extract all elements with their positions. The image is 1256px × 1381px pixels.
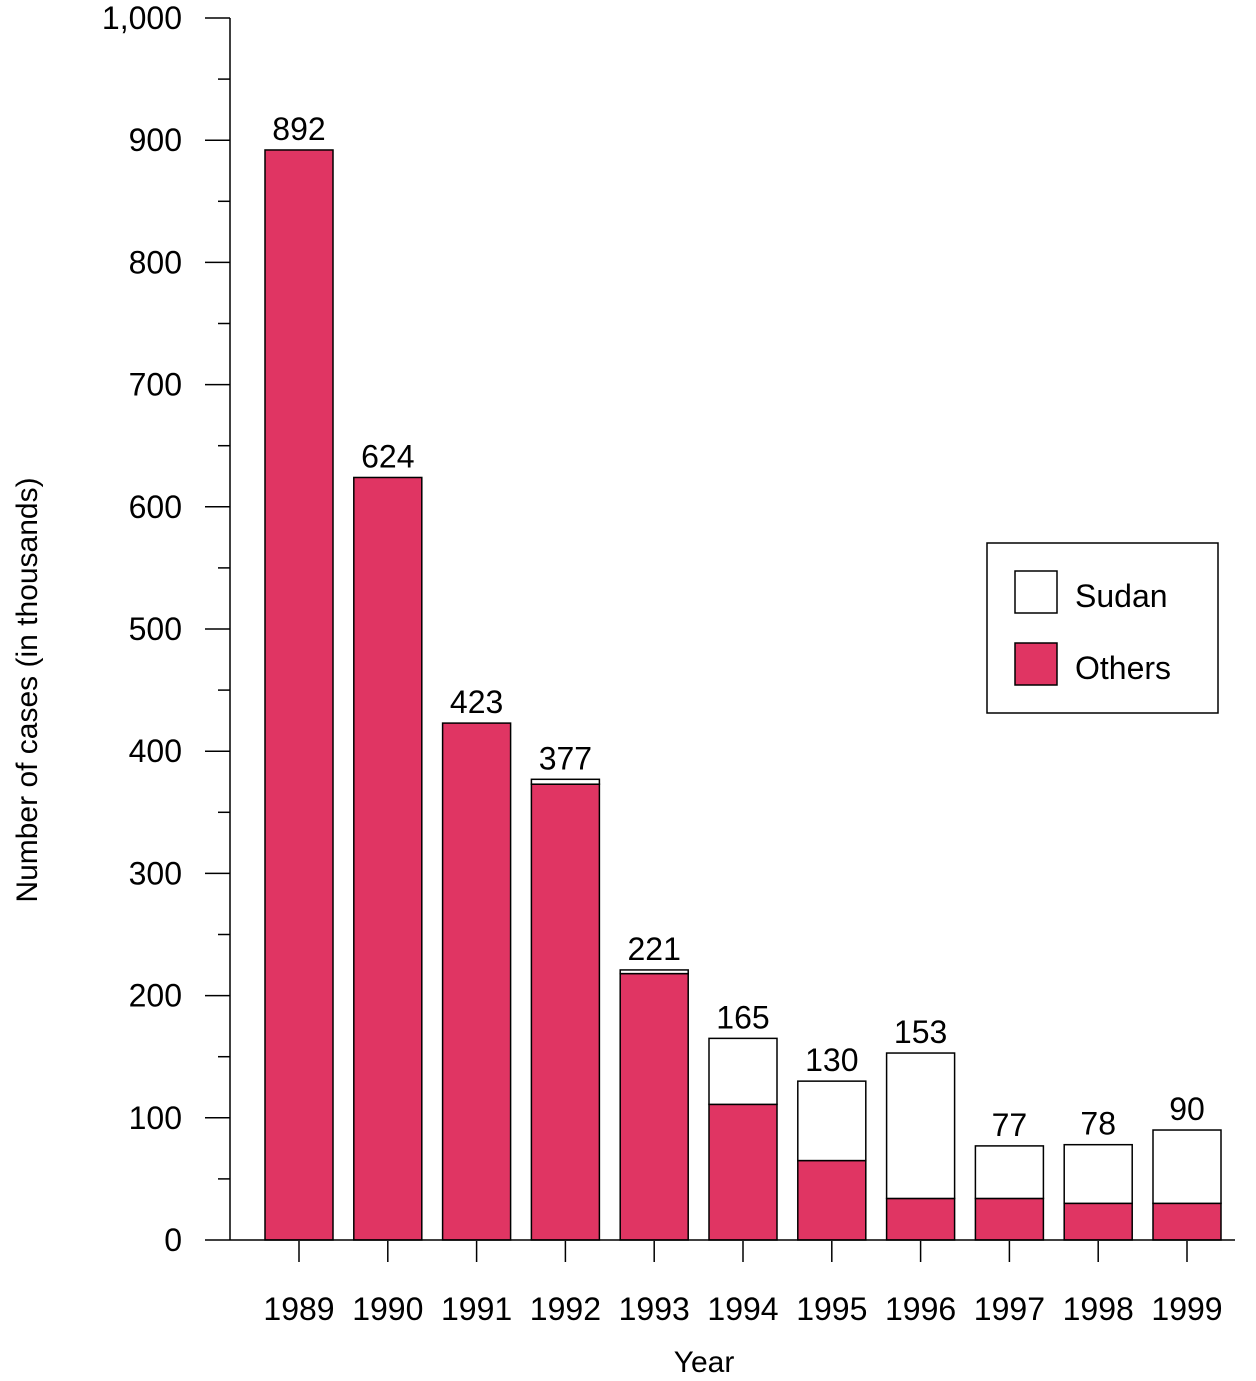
x-tick-label-1993: 1993: [619, 1291, 690, 1327]
axes: [205, 17, 1235, 1262]
labels-layer: 892 1989 624 1990 423 1991 377 1992 221 1993 165 19…: [102, 0, 1223, 1327]
x-tick-label-1989: 1989: [263, 1291, 334, 1327]
legend-label-sudan: Sudan: [1075, 578, 1168, 614]
x-tick-label-1994: 1994: [707, 1291, 778, 1327]
bar-total-label-1993: 221: [628, 931, 681, 967]
bar-sudan-1996: [885, 1052, 956, 1200]
x-tick-label-1999: 1999: [1151, 1291, 1222, 1327]
y-tick-label-500: 500: [129, 611, 182, 647]
legend-box: [986, 542, 1219, 714]
bars-layer: [264, 149, 1222, 1241]
bar-sudan-1993: [619, 969, 689, 975]
bar-others-1993: [619, 972, 689, 1241]
x-tick-label-1996: 1996: [885, 1291, 956, 1327]
bar-total-label-1992: 377: [539, 740, 592, 776]
x-tick-label-1990: 1990: [352, 1291, 423, 1327]
bar-others-1995: [797, 1159, 867, 1241]
x-axis-title: Year: [674, 1346, 735, 1379]
bar-sudan-1998: [1063, 1143, 1133, 1205]
y-tick-label-200: 200: [129, 978, 182, 1014]
y-tick-label-600: 600: [129, 489, 182, 525]
legend-label-others: Others: [1075, 650, 1171, 686]
bar-others-1996: [885, 1197, 956, 1241]
bar-sudan-1999: [1152, 1129, 1222, 1205]
bar-total-label-1989: 892: [272, 111, 325, 147]
bar-others-1990: [353, 476, 423, 1241]
y-tick-label-900: 900: [129, 122, 182, 158]
bar-others-1989: [264, 149, 334, 1241]
y-tick-label-800: 800: [129, 244, 182, 280]
bar-others-1999: [1152, 1202, 1222, 1241]
y-tick-label-1000: 1,000: [102, 0, 182, 36]
y-tick-label-700: 700: [129, 367, 182, 403]
bar-total-label-1999: 90: [1169, 1091, 1205, 1127]
bar-total-label-1996: 153: [894, 1014, 947, 1050]
y-tick-label-300: 300: [129, 855, 182, 891]
x-tick-label-1995: 1995: [796, 1291, 867, 1327]
bar-total-label-1995: 130: [805, 1042, 858, 1078]
bar-total-label-1997: 77: [992, 1107, 1028, 1143]
bar-others-1992: [530, 783, 601, 1241]
bar-others-1997: [974, 1197, 1045, 1241]
y-axis-title: Number of cases (in thousands): [11, 477, 44, 902]
y-tick-label-400: 400: [129, 733, 182, 769]
x-tick-label-1997: 1997: [974, 1291, 1045, 1327]
bar-others-1991: [441, 722, 512, 1241]
x-tick-label-1991: 1991: [441, 1291, 512, 1327]
legend: Sudan Others: [986, 542, 1219, 714]
bar-total-label-1991: 423: [450, 684, 503, 720]
bar-sudan-1994: [708, 1037, 778, 1106]
bar-sudan-1997: [974, 1145, 1045, 1200]
bar-sudan-1992: [530, 778, 601, 785]
bar-others-1994: [708, 1103, 778, 1241]
bar-total-label-1990: 624: [361, 438, 414, 474]
bar-sudan-1995: [797, 1080, 867, 1162]
bar-total-label-1998: 78: [1080, 1106, 1116, 1142]
bar-others-1998: [1063, 1202, 1133, 1241]
bar-total-label-1994: 165: [716, 999, 769, 1035]
legend-swatch-sudan: [1014, 570, 1058, 614]
legend-swatch-others: [1014, 642, 1058, 686]
y-tick-label-0: 0: [164, 1222, 182, 1258]
x-tick-label-1998: 1998: [1063, 1291, 1134, 1327]
x-tick-label-1992: 1992: [530, 1291, 601, 1327]
y-tick-label-100: 100: [129, 1100, 182, 1136]
